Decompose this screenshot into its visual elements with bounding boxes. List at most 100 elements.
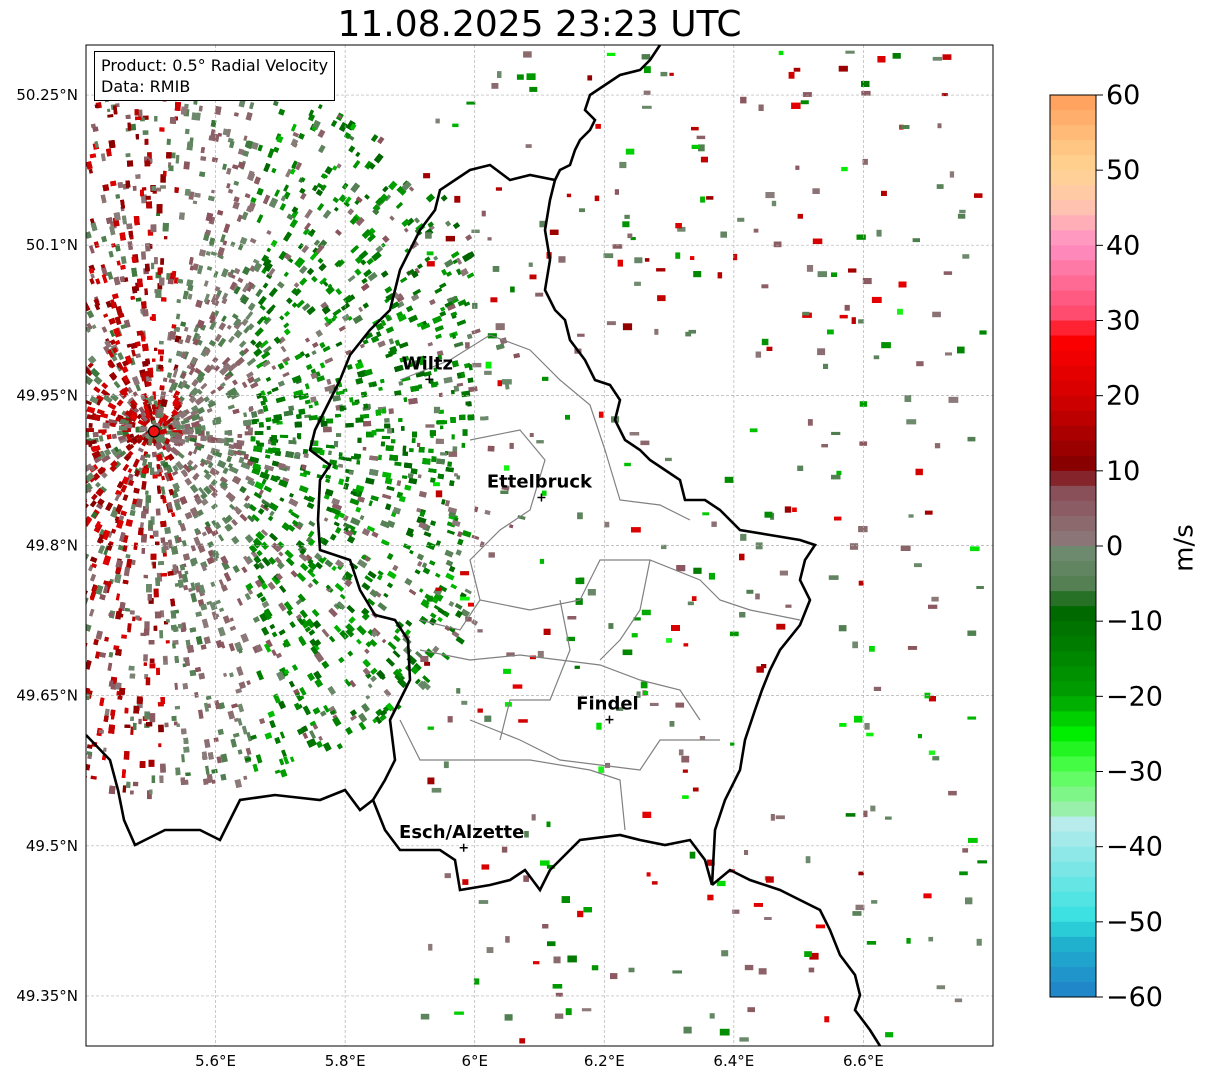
radar-echo xyxy=(140,251,147,260)
radar-echo xyxy=(262,315,269,323)
radar-echo xyxy=(229,503,236,510)
radar-echo xyxy=(274,189,281,197)
radar-echo xyxy=(416,442,421,448)
radar-echo xyxy=(418,490,427,498)
map-title: 11.08.2025 23:23 UTC xyxy=(337,4,742,45)
radar-echo xyxy=(360,259,367,266)
radar-echo xyxy=(213,737,219,743)
radar-echo xyxy=(353,453,362,459)
radar-echo xyxy=(263,485,273,493)
radar-echo xyxy=(126,223,133,230)
radar-echo xyxy=(394,339,401,347)
radar-echo xyxy=(217,534,225,542)
radar-echo xyxy=(88,423,93,428)
radar-echo xyxy=(268,287,278,298)
radar-echo xyxy=(246,680,251,686)
radar-echo xyxy=(99,486,107,493)
radar-echo xyxy=(440,194,448,202)
radar-echo xyxy=(271,649,277,657)
radar-echo xyxy=(398,380,404,386)
radar-echo xyxy=(328,607,338,618)
radar-echo xyxy=(326,378,332,385)
radar-echo xyxy=(316,182,324,189)
radar-echo xyxy=(158,724,164,733)
radar-echo xyxy=(362,339,369,345)
radar-echo xyxy=(386,552,394,561)
radar-echo xyxy=(108,680,115,687)
radar-echo xyxy=(241,318,249,327)
radar-echo xyxy=(271,365,277,371)
radar-echo xyxy=(114,489,123,497)
radar-echo xyxy=(203,485,213,495)
radar-echo xyxy=(310,396,317,403)
radar-echo xyxy=(167,278,174,285)
radar-echo xyxy=(282,642,288,648)
radar-echo xyxy=(423,371,432,377)
radar-echo xyxy=(220,584,228,592)
radar-echo xyxy=(216,756,222,764)
radar-echo xyxy=(186,141,194,151)
radar-echo xyxy=(117,435,126,441)
radar-echo xyxy=(203,280,209,287)
radar-echo xyxy=(201,531,208,537)
radar-echo xyxy=(236,597,243,606)
radar-echo xyxy=(301,244,310,254)
radar-echo xyxy=(318,735,323,742)
radar-echo xyxy=(335,288,343,296)
radar-echo xyxy=(265,273,273,280)
radar-echo xyxy=(153,588,159,598)
radar-echo xyxy=(86,531,87,541)
radar-echo xyxy=(366,431,374,438)
radar-echo xyxy=(291,664,299,672)
radar-echo xyxy=(117,181,124,189)
radar-echo xyxy=(150,262,155,270)
radar-echo xyxy=(385,326,395,334)
radar-echo xyxy=(222,615,231,624)
radar-echo xyxy=(240,461,251,470)
radar-echo xyxy=(330,119,338,128)
radar-echo xyxy=(435,438,444,444)
radar-echo xyxy=(184,128,190,135)
radar-echo xyxy=(355,216,365,227)
radar-echo xyxy=(184,477,193,486)
radar-echo xyxy=(172,382,179,391)
radar-echo xyxy=(199,461,206,467)
radar-echo xyxy=(203,738,211,749)
radar-echo xyxy=(433,255,439,261)
radar-echo xyxy=(295,161,303,171)
radar-echo xyxy=(132,458,140,468)
radar-echo xyxy=(381,435,391,440)
radar-echo xyxy=(135,133,139,140)
radar-echo xyxy=(184,779,189,785)
radar-echo xyxy=(279,497,285,502)
radar-echo xyxy=(211,779,216,784)
radar-echo xyxy=(239,236,248,245)
radar-echo xyxy=(441,499,446,505)
radar-echo xyxy=(299,562,309,572)
radar-echo xyxy=(428,448,434,454)
radar-echo xyxy=(143,654,148,662)
radar-echo xyxy=(302,448,309,455)
radar-echo xyxy=(356,460,361,465)
radar-echo xyxy=(254,431,264,435)
radar-echo xyxy=(106,108,111,113)
radar-echo xyxy=(226,324,232,330)
radar-echo xyxy=(135,615,140,621)
radar-echo xyxy=(226,182,231,189)
radar-echo xyxy=(233,717,240,723)
radar-echo xyxy=(439,282,447,289)
radar-echo xyxy=(402,451,409,457)
radar-echo xyxy=(125,558,133,569)
radar-echo xyxy=(377,454,382,461)
radar-echo xyxy=(311,578,319,586)
radar-echo xyxy=(437,616,443,623)
radar-echo xyxy=(180,777,186,786)
radar-echo xyxy=(446,529,455,536)
radar-echo xyxy=(260,529,269,537)
radar-echo xyxy=(259,304,266,311)
radar-echo xyxy=(417,474,422,479)
radar-echo xyxy=(450,311,458,317)
radar-echo xyxy=(200,435,207,442)
radar-echo xyxy=(437,473,445,480)
